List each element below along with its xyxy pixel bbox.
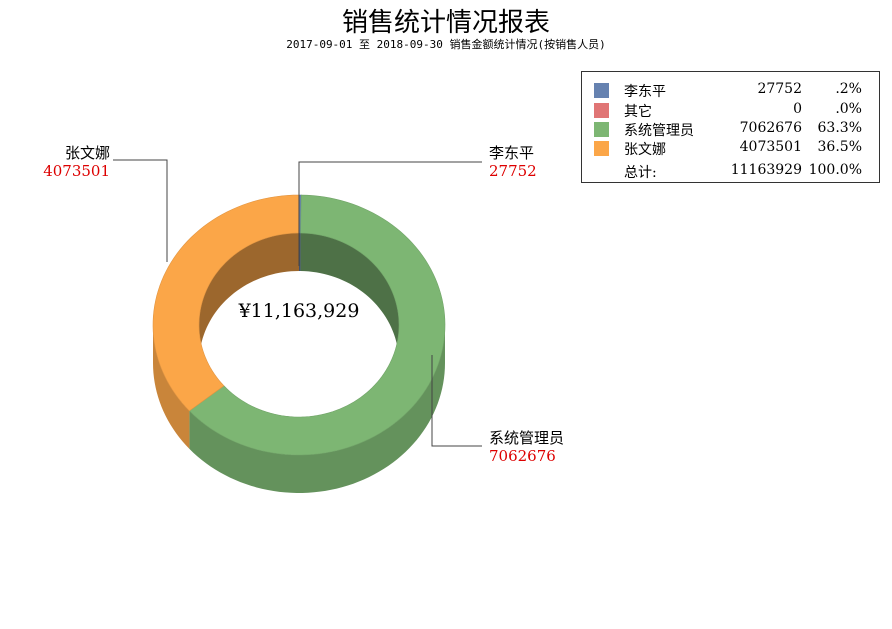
callout-value: 27752: [489, 162, 537, 180]
legend-swatch: [594, 103, 609, 118]
legend-percent: 63.3%: [817, 120, 862, 136]
callout-leader-line: [113, 159, 168, 262]
legend-value: 27752: [757, 81, 802, 97]
legend-label: 李东平: [624, 84, 666, 100]
donut-outer-wall: [153, 325, 190, 449]
legend-percent: .0%: [835, 101, 862, 117]
legend-swatch: [594, 83, 609, 98]
legend-value: 4073501: [739, 139, 802, 155]
legend-item: 其它 0 .0%: [594, 101, 874, 121]
legend-label: 系统管理员: [624, 123, 694, 139]
legend-total-percent: 100.0%: [808, 162, 862, 178]
callout-leader-line: [431, 355, 482, 447]
legend-item: 系统管理员 7062676 63.3%: [594, 120, 874, 140]
legend-percent: 36.5%: [817, 139, 862, 155]
legend-item: 张文娜 4073501 36.5%: [594, 139, 874, 159]
callout-name: 张文娜: [65, 144, 110, 162]
legend-total-value: 11163929: [730, 162, 802, 178]
callout-value: 4073501: [43, 162, 110, 180]
legend-label: 张文娜: [624, 142, 666, 158]
callout-value: 7062676: [489, 447, 556, 465]
callout-leader-line: [298, 161, 482, 266]
donut-inner-wall: [300, 233, 399, 363]
legend-value: 7062676: [739, 120, 802, 136]
legend: 李东平 27752 .2% 其它 0 .0% 系统管理员 7062676 63.…: [581, 71, 880, 183]
report-title: 销售统计情况报表: [341, 8, 550, 38]
legend-total-label: 总计:: [624, 165, 657, 181]
legend-swatch: [594, 141, 609, 156]
legend-value: 0: [793, 101, 802, 117]
legend-item: 李东平 27752 .2%: [594, 81, 874, 101]
legend-swatch: [594, 122, 609, 137]
legend-total-row: 总计: 11163929 100.0%: [594, 162, 874, 182]
donut-outer-wall: [189, 325, 445, 493]
legend-percent: .2%: [835, 81, 862, 97]
callout-name: 李东平: [489, 144, 534, 162]
donut-inner-wall: [199, 233, 299, 363]
legend-label: 其它: [624, 104, 652, 120]
center-total-label: ¥11,163,929: [238, 300, 360, 322]
callout-name: 系统管理员: [489, 429, 564, 447]
report-subtitle: 2017-09-01 至 2018-09-30 销售金额统计情况(按销售人员): [286, 38, 606, 51]
